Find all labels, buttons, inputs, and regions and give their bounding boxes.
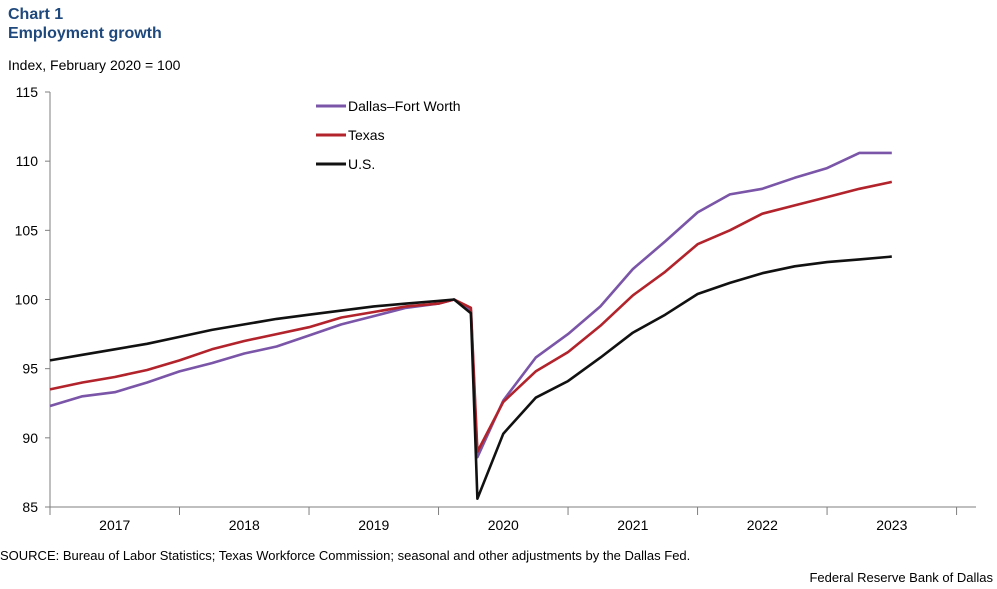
legend-label-dfw: Dallas–Fort Worth [348, 98, 461, 114]
x-tick-label: 2021 [617, 517, 648, 533]
x-tick-label: 2020 [488, 517, 519, 533]
series-line-dfw [49, 151, 892, 459]
y-tick-label: 110 [16, 153, 39, 169]
y-tick-label: 85 [22, 499, 38, 515]
series-line-texas [49, 180, 893, 454]
x-tick-label: 2023 [876, 517, 907, 533]
y-tick-label: 115 [16, 84, 39, 100]
series-line-us [49, 255, 892, 501]
x-tick-label: 2017 [99, 517, 130, 533]
chart-number: Chart 1 [8, 6, 64, 23]
x-tick-label: 2019 [358, 517, 389, 533]
line-chart: 85 90 95 100 105 110 115 2017 2018 2019 2020 2021 20… [15, 84, 976, 533]
legend-label-us: U.S. [348, 156, 375, 172]
legend-label-texas: Texas [348, 127, 385, 143]
source-note: SOURCE: Bureau of Labor Statistics; Texa… [0, 548, 691, 563]
y-tick-label: 95 [22, 361, 38, 377]
y-tick-label: 105 [15, 222, 39, 238]
credit-line: Federal Reserve Bank of Dallas [809, 570, 993, 585]
y-tick-label: 90 [22, 430, 38, 446]
y-tick-label: 100 [15, 292, 39, 308]
chart-title: Employment growth [8, 25, 162, 42]
x-tick-label: 2022 [747, 517, 778, 533]
chart-subtitle: Index, February 2020 = 100 [8, 57, 181, 73]
x-tick-label: 2018 [229, 517, 260, 533]
